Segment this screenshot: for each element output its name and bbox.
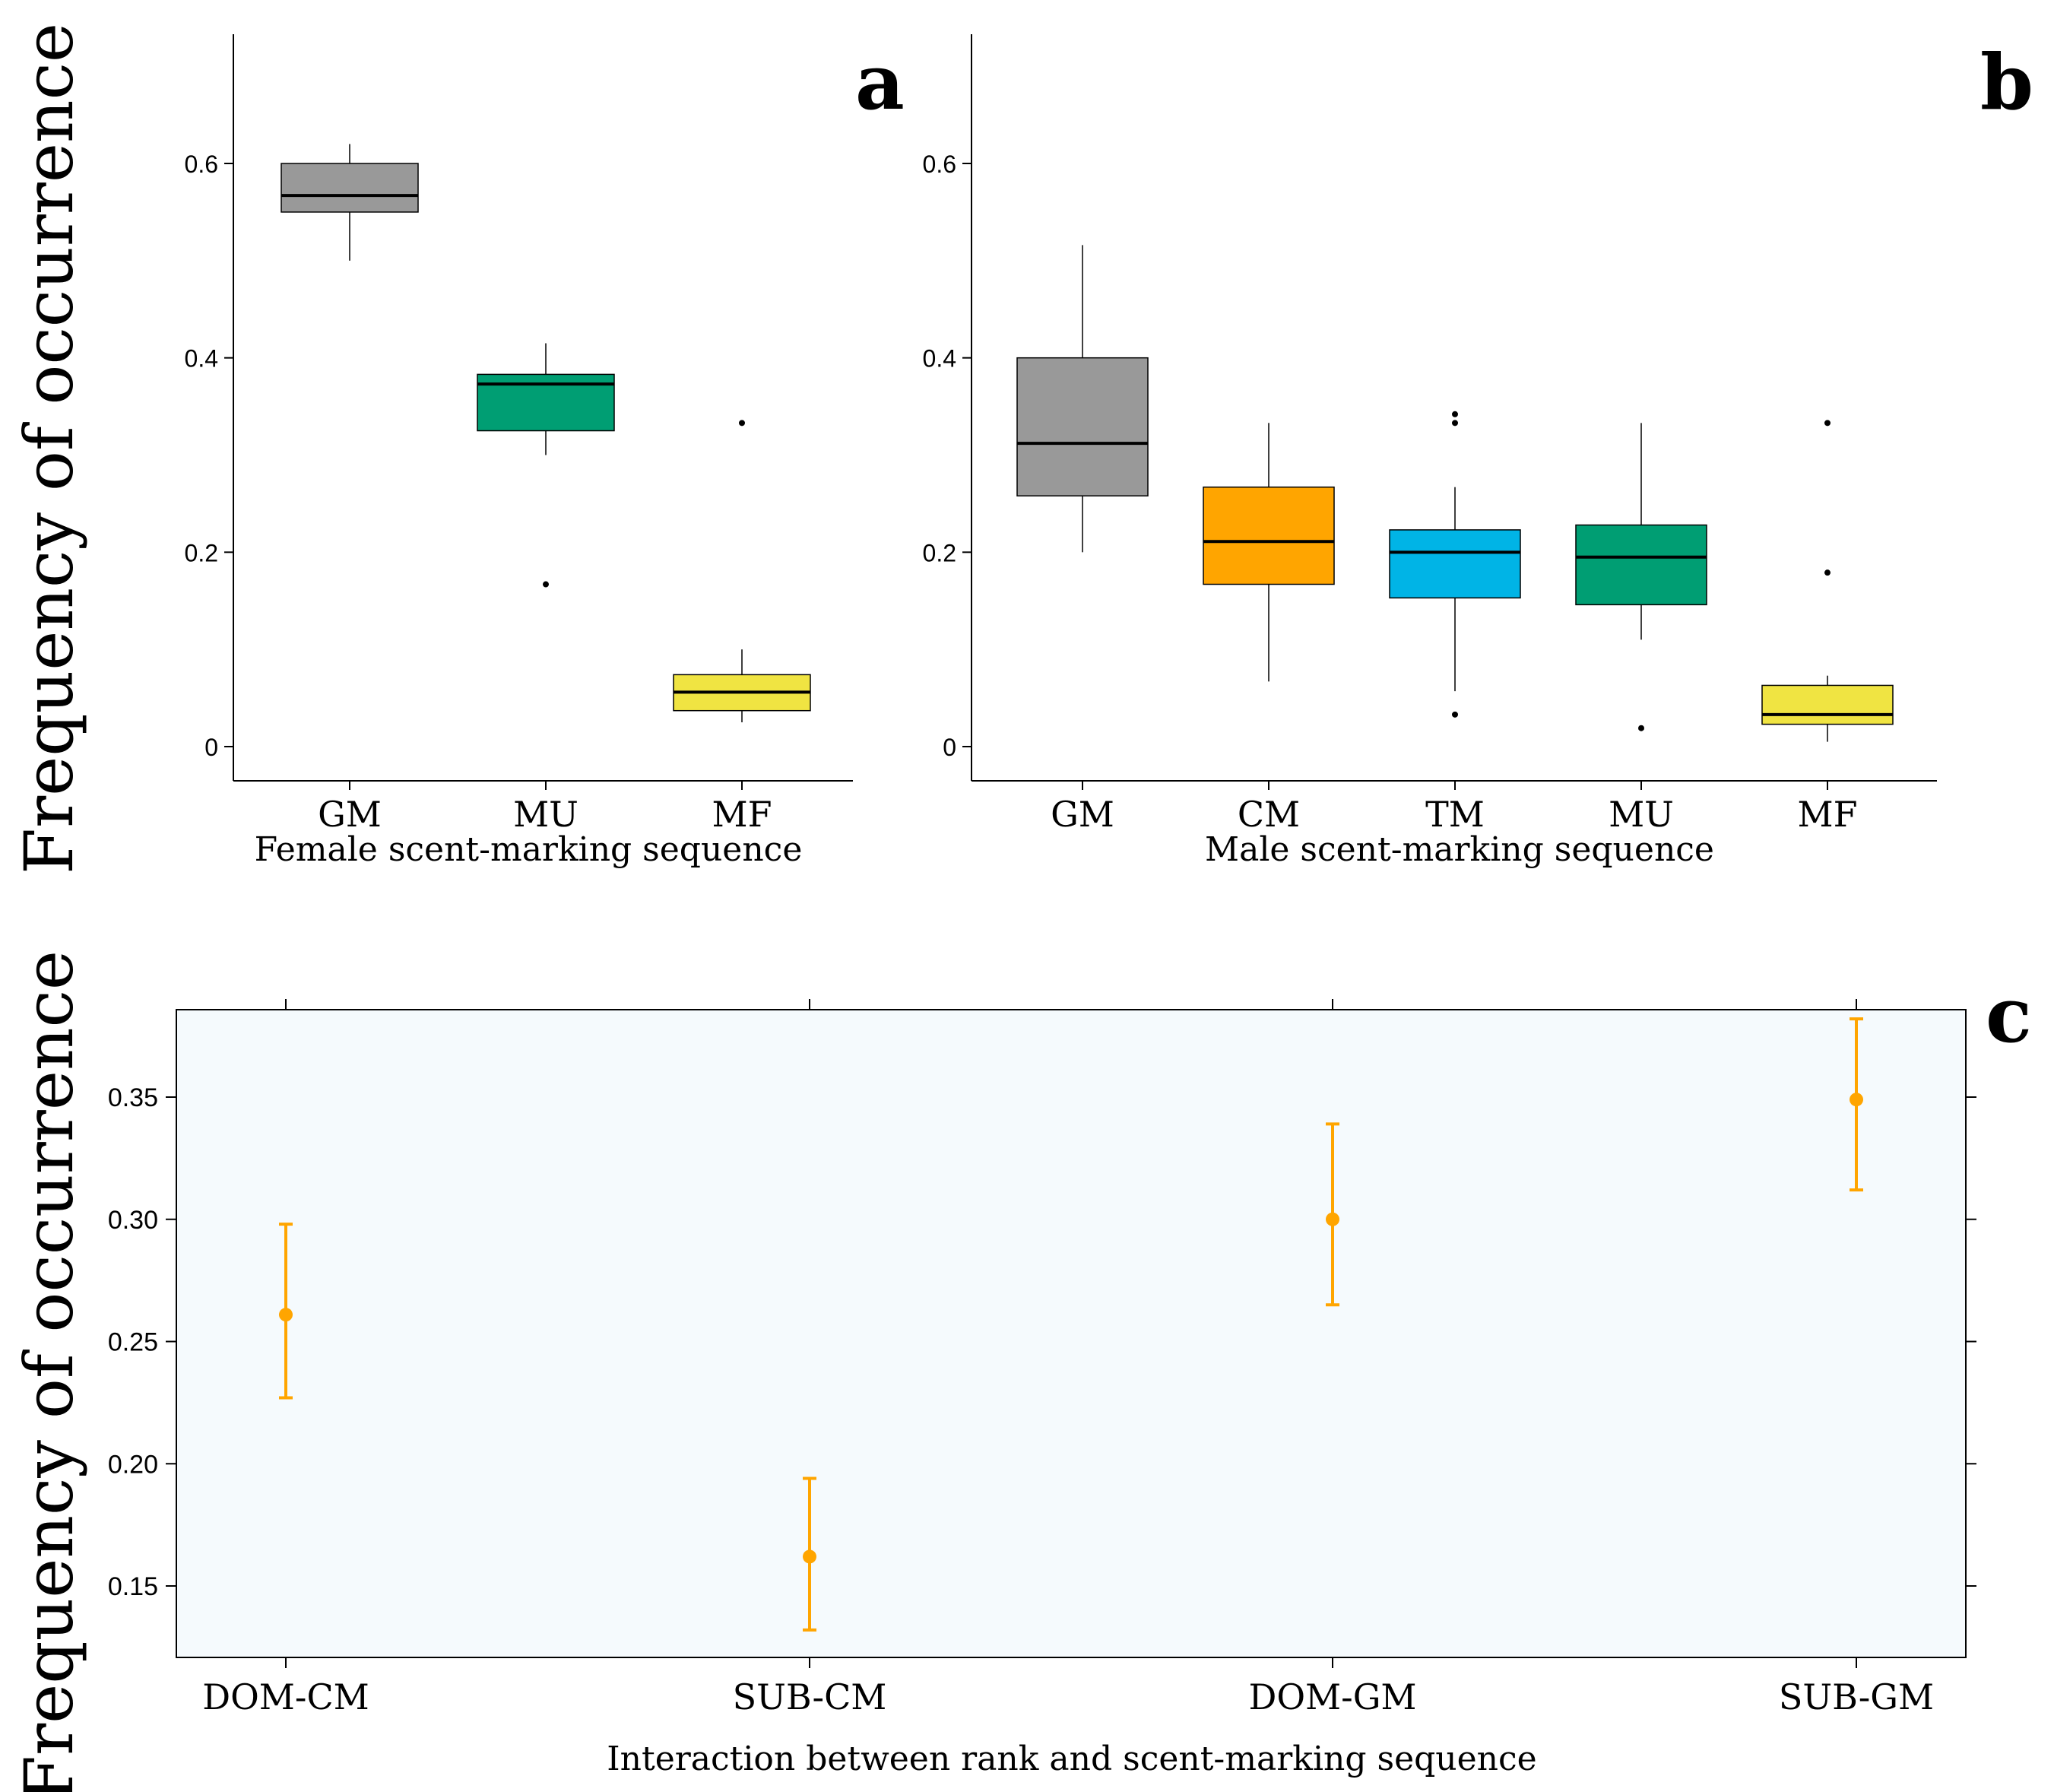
box-TM bbox=[1389, 529, 1521, 599]
outlier-point bbox=[1452, 420, 1458, 427]
box-CM bbox=[1203, 486, 1335, 585]
x-tick-label: MU bbox=[513, 794, 578, 835]
x-tick-label: DOM-GM bbox=[1248, 1676, 1416, 1717]
x-tick-label: SUB-CM bbox=[733, 1676, 887, 1717]
y-tick-label: 0 bbox=[943, 734, 956, 761]
y-tick-label: 0.4 bbox=[185, 345, 218, 373]
x-tick-label: MF bbox=[712, 794, 772, 835]
plot-area-c bbox=[176, 1009, 1967, 1658]
x-tick-label: GM bbox=[318, 794, 382, 835]
y-tick-label: 0.4 bbox=[923, 345, 956, 373]
point-estimate bbox=[1850, 1093, 1863, 1107]
point-estimate bbox=[279, 1308, 293, 1322]
panel-c: 0.15 0.20 0.25 0.30 0.35 DOM-CM SUB-CM DOM-GM SU… bbox=[108, 999, 1976, 1717]
x-tick-label: MF bbox=[1797, 794, 1857, 835]
panel-label-b: b bbox=[1980, 37, 2033, 127]
box-GM bbox=[281, 163, 419, 213]
y-axis-label-bottom: Frequency of occurrence bbox=[10, 950, 88, 1792]
panel-b: 0 0.2 0.4 0.6 GM CM TM MU MF bbox=[923, 34, 1937, 835]
y-tick-label: 0 bbox=[204, 734, 218, 761]
y-tick-label: 0.6 bbox=[923, 151, 956, 178]
point-estimate bbox=[1326, 1212, 1339, 1226]
x-axis-label-c: Interaction between rank and scent-marki… bbox=[607, 1740, 1536, 1778]
box-MF bbox=[1761, 684, 1894, 725]
x-tick-label: DOM-CM bbox=[202, 1676, 369, 1717]
x-axis-label-b: Male scent-marking sequence bbox=[1205, 830, 1714, 869]
y-tick-label: 0.2 bbox=[923, 539, 956, 566]
x-tick-label: TM bbox=[1425, 794, 1485, 835]
box-MU bbox=[1575, 524, 1707, 606]
x-tick-label: MU bbox=[1609, 794, 1674, 835]
x-tick-label: SUB-GM bbox=[1779, 1676, 1934, 1717]
y-tick-label: 0.2 bbox=[185, 539, 218, 566]
outlier-point bbox=[739, 420, 745, 427]
outlier-point bbox=[1824, 420, 1831, 427]
outlier-point bbox=[1452, 411, 1458, 417]
y-tick-label: 0.20 bbox=[108, 1450, 158, 1479]
box-GM bbox=[1016, 357, 1149, 496]
y-tick-label: 0.15 bbox=[108, 1572, 158, 1601]
point-estimate bbox=[803, 1549, 816, 1564]
panel-label-c: c bbox=[1986, 970, 2032, 1060]
x-axis-label-a: Female scent-marking sequence bbox=[255, 830, 803, 869]
y-tick-label: 0.25 bbox=[108, 1328, 158, 1357]
y-tick-label: 0.30 bbox=[108, 1206, 158, 1235]
y-axis-label-top: Frequency of occurrence bbox=[10, 23, 88, 874]
outlier-point bbox=[1638, 725, 1644, 731]
panel-a: 0 0.2 0.4 0.6 GM MU MF bbox=[185, 34, 853, 835]
outlier-point bbox=[1452, 711, 1458, 718]
x-tick-label: CM bbox=[1238, 794, 1300, 835]
panel-label-a: a bbox=[855, 37, 905, 127]
y-tick-label: 0.35 bbox=[108, 1083, 158, 1112]
x-tick-label: GM bbox=[1051, 794, 1114, 835]
outlier-point bbox=[543, 581, 549, 588]
outlier-point bbox=[1824, 569, 1831, 576]
y-tick-label: 0.6 bbox=[185, 151, 218, 178]
